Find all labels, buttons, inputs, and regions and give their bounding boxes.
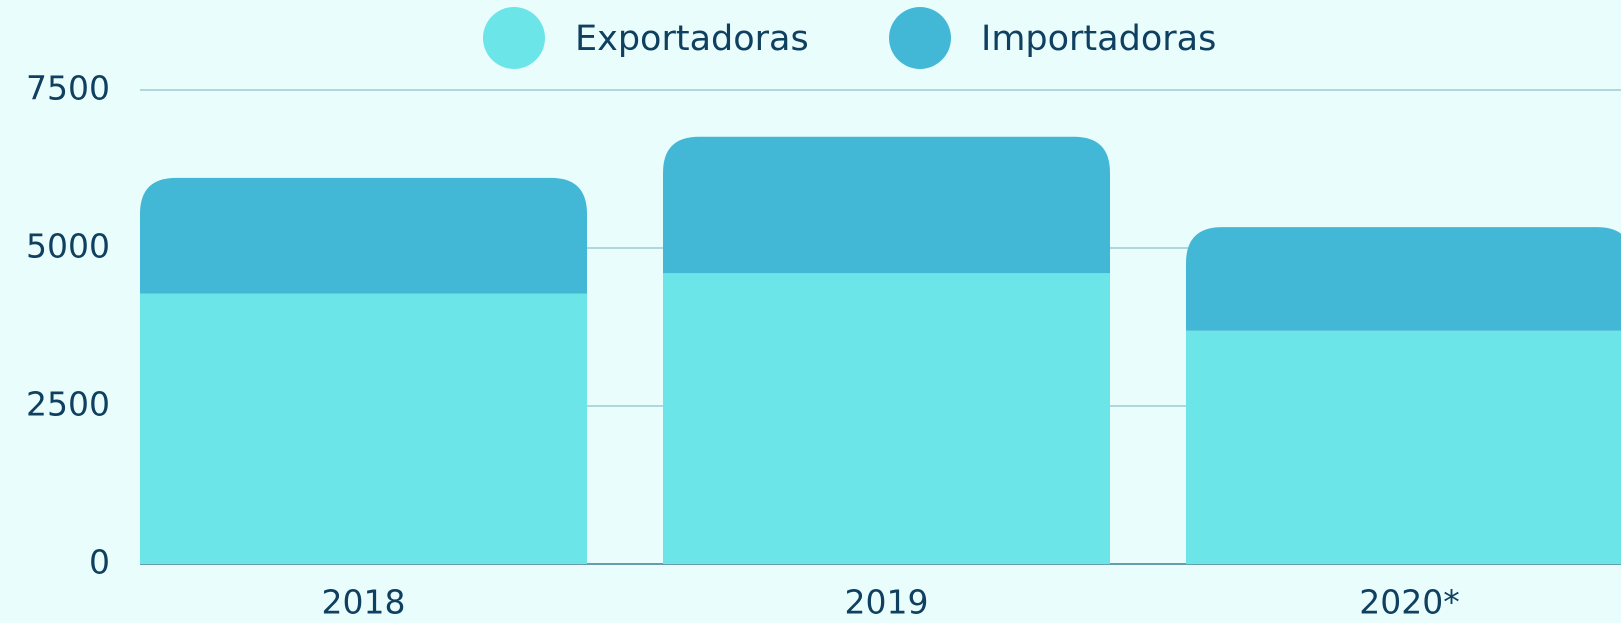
x-tick-label: 2020* <box>1359 583 1459 622</box>
legend-swatch <box>889 7 951 69</box>
bar-segment <box>140 177 587 294</box>
legend-label: Importadoras <box>981 19 1216 59</box>
y-tick-label: 0 <box>89 543 110 582</box>
legend-label: Exportadoras <box>575 19 809 59</box>
x-tick-label: 2018 <box>322 583 406 622</box>
bar-segment <box>1186 330 1621 564</box>
bar-segment <box>663 136 1110 274</box>
y-tick-label: 2500 <box>26 385 110 424</box>
bar-segment <box>663 273 1110 564</box>
legend-swatch <box>483 7 545 69</box>
y-tick-label: 5000 <box>26 227 110 266</box>
y-tick-label: 7500 <box>26 69 110 108</box>
bar-segment <box>1186 227 1621 331</box>
bar-segment <box>140 293 587 564</box>
x-tick-label: 2019 <box>845 583 929 622</box>
